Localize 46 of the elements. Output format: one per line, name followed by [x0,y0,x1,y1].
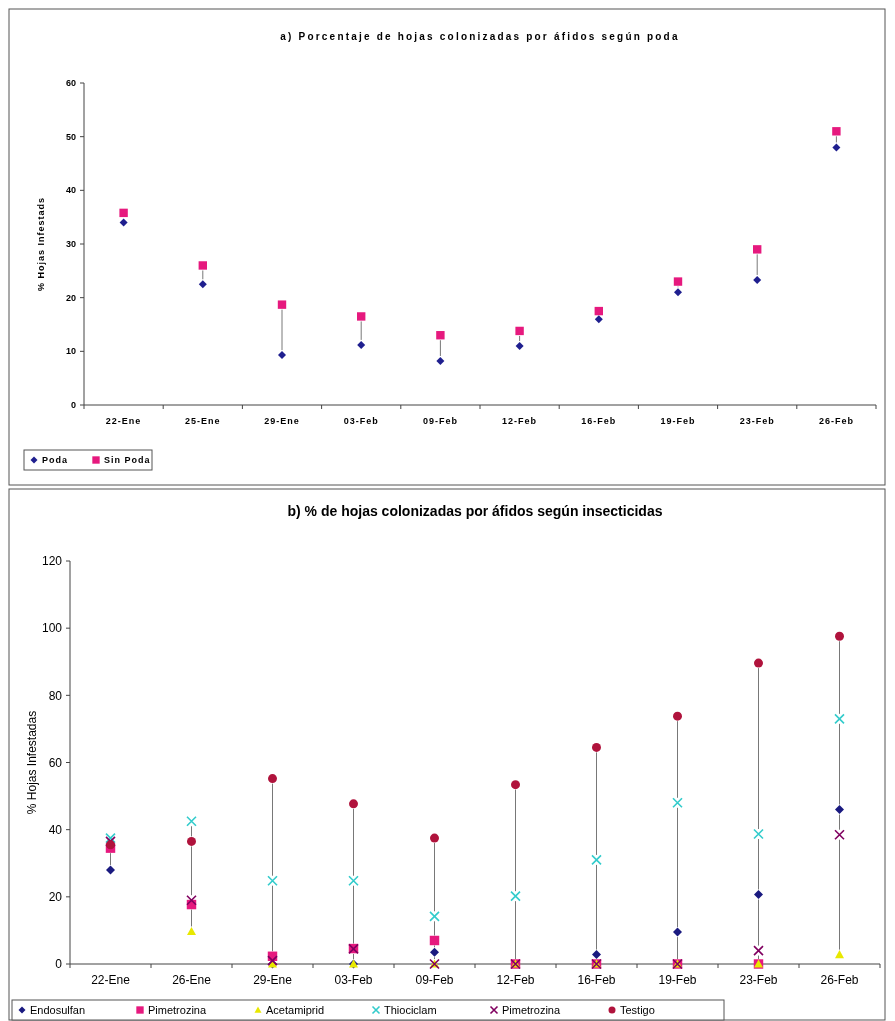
x-tick-label: 26-Feb [820,973,859,987]
x-tick-label: 26-Ene [172,973,212,987]
x-tick-label: 29-Ene [253,973,293,987]
y-tick-label: 100 [41,621,63,636]
x-tick-label: 16-Feb [577,973,616,987]
legend-label: Endosulfan [30,1003,86,1016]
legend-label: Sin Poda [104,455,151,466]
x-tick-label: 09-Feb [422,416,458,426]
y-tick-label: 20 [48,890,63,905]
x-tick-label: 12-Feb [496,973,535,987]
y-tick-label: 20 [65,292,76,303]
legend-label: Testigo [620,1003,655,1016]
x-tick-label: 22-Ene [91,973,131,987]
x-tick-label: 23-Feb [739,973,778,987]
y-tick-label: 60 [48,755,63,770]
x-tick-label: 19-Feb [658,973,697,987]
y-tick-label: 0 [55,957,63,972]
y-tick-label: 0 [70,400,76,411]
y-tick-label: 80 [48,688,63,703]
x-tick-label: 29-Ene [264,416,300,426]
y-tick-label: 30 [65,239,76,250]
legend-label: Pimetrozina [502,1003,561,1016]
x-tick-label: 23-Feb [739,416,775,426]
legend-label: Acetamiprid [266,1003,325,1016]
x-tick-label: 25-Ene [185,416,221,426]
x-tick-label: 16-Feb [581,416,617,426]
x-tick-label: 03-Feb [343,416,379,426]
legend-label: Poda [42,455,69,466]
y-tick-label: 120 [41,554,63,569]
legend-label: Thiociclam [384,1003,437,1016]
legend-label: Pimetrozina [148,1003,207,1016]
y-tick-label: 60 [65,78,76,89]
x-tick-label: 19-Feb [660,416,696,426]
y-tick-label: 10 [65,346,76,357]
x-tick-label: 26-Feb [818,416,854,426]
y-tick-label: 50 [65,131,76,142]
y-tick-label: 40 [48,822,63,837]
y-tick-label: 40 [65,185,76,196]
chart-title: a) Porcentaje de hojas colonizadas por áfidos según poda [280,31,680,42]
x-tick-label: 09-Feb [415,973,454,987]
y-axis-title: % Hojas Infestadas [25,710,39,815]
chart-title: b) % de hojas colonizadas por áfidos según insecticidas [287,503,663,519]
x-tick-label: 22-Ene [105,416,142,426]
x-tick-label: 03-Feb [334,973,373,987]
x-tick-label: 12-Feb [502,416,538,426]
y-axis-title: % Hojas Infestads [36,196,46,292]
